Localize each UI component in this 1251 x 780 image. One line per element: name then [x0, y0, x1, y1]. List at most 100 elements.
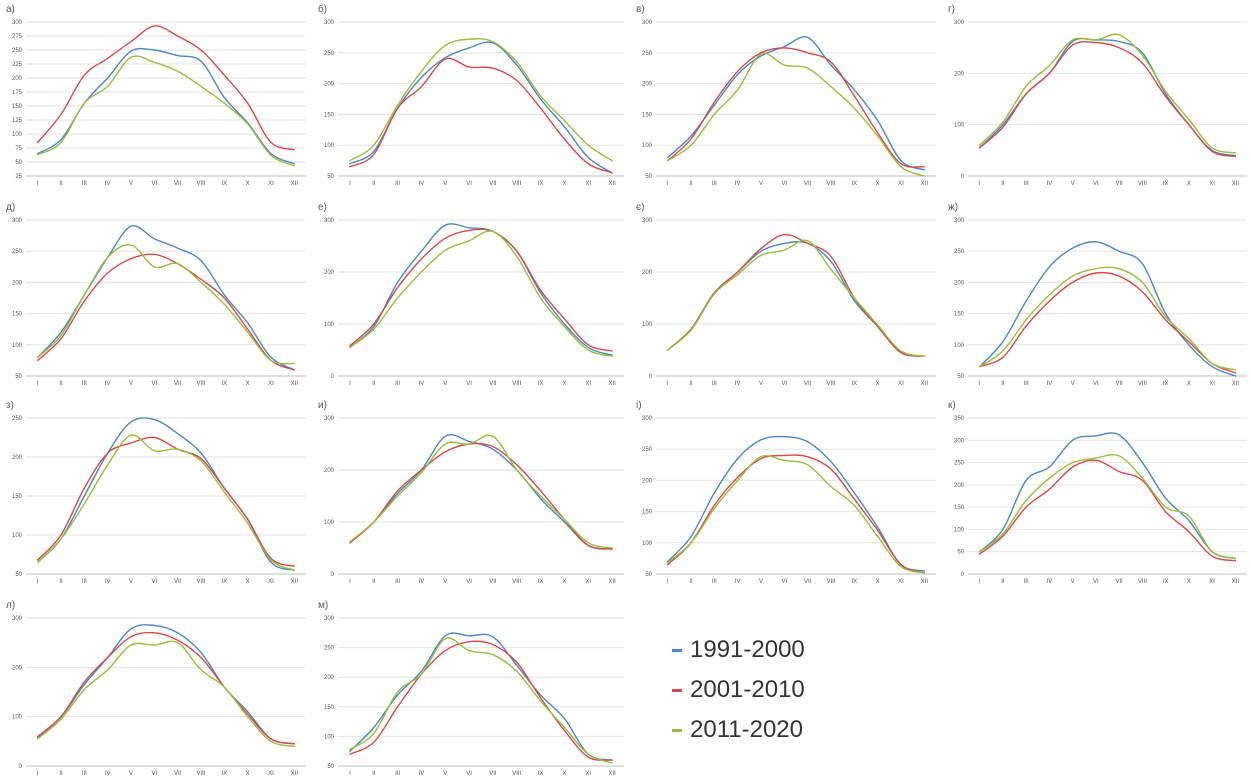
x-tick-label: I — [349, 381, 351, 387]
legend-swatch-2011-2020 — [672, 728, 682, 732]
x-tick-label: X — [876, 181, 880, 187]
x-tick-label: V — [129, 771, 133, 777]
series-line-1991-2000 — [978, 241, 1237, 377]
x-tick-label: XII — [291, 381, 299, 387]
y-tick-label: 200 — [12, 665, 23, 671]
x-tick-label: XI — [268, 579, 274, 585]
x-tick-label: XI — [1209, 181, 1215, 187]
x-tick-label: V — [759, 181, 763, 187]
x-tick-label: VI — [1093, 381, 1099, 387]
panel-label: к) — [948, 400, 956, 411]
x-tick-label: IV — [735, 579, 741, 585]
y-tick-label: 50 — [957, 550, 964, 556]
x-tick-label: XII — [608, 579, 616, 585]
x-tick-label: X — [1187, 381, 1191, 387]
chart-panel-m: м) 50 100 150 200 250 300 I II III IV V VI VII VIII IX X… — [312, 596, 628, 780]
legend-swatch-1991-2000 — [672, 648, 682, 652]
chart-panel-k: к) 0 50 100 150 200 250 300 350 I II III IV V VI VII VII… — [942, 396, 1251, 588]
y-tick-label: 100 — [324, 143, 335, 149]
chart-panel-y: и) 0 100 200 300 I II III IV V VI VII VIII IX X XI XII — [312, 396, 628, 588]
x-tick-label: III — [82, 771, 87, 777]
x-tick-label: VIII — [512, 381, 521, 387]
x-tick-label: III — [395, 381, 400, 387]
y-tick-label: 200 — [324, 675, 335, 681]
legend-label-1991-2000: 1991-2000 — [690, 636, 805, 663]
x-tick-label: II — [59, 181, 63, 187]
x-tick-label: I — [667, 381, 669, 387]
x-tick-label: VI — [781, 381, 787, 387]
x-tick-label: VI — [466, 579, 472, 585]
x-tick-label: VII — [1115, 181, 1123, 187]
x-tick-label: XI — [898, 181, 904, 187]
y-tick-label: 200 — [642, 82, 653, 88]
chart-panel-z: з) 50 100 150 200 250 I II III IV V VI VII VIII IX X XI X… — [0, 396, 310, 588]
x-tick-label: VI — [151, 381, 157, 387]
x-tick-label: XII — [291, 181, 299, 187]
x-tick-label: II — [689, 381, 693, 387]
x-tick-label: I — [37, 181, 39, 187]
x-tick-label: III — [82, 381, 87, 387]
x-tick-label: I — [349, 181, 351, 187]
series-line-2001-2010 — [978, 41, 1237, 158]
y-tick-label: 200 — [954, 71, 965, 77]
legend-swatch-2001-2010 — [672, 688, 682, 692]
panel-label: в) — [636, 4, 645, 15]
x-tick-label: IX — [538, 381, 544, 387]
y-tick-label: 100 — [642, 322, 653, 328]
x-tick-label: VIII — [196, 579, 205, 585]
x-tick-label: VII — [174, 579, 182, 585]
x-tick-label: V — [1071, 381, 1075, 387]
x-tick-label: VI — [151, 181, 157, 187]
x-tick-label: II — [372, 579, 376, 585]
y-tick-label: 50 — [15, 160, 22, 166]
x-tick-label: XII — [1232, 181, 1240, 187]
series-line-1991-2000 — [667, 435, 925, 572]
y-tick-label: 150 — [324, 705, 335, 711]
legend-label-2001-2010: 2001-2010 — [690, 676, 805, 703]
panel-label: е) — [318, 202, 327, 213]
series-line-2001-2010 — [37, 436, 295, 567]
y-tick-label: 250 — [642, 447, 653, 453]
x-tick-label: VI — [466, 381, 472, 387]
x-tick-label: I — [667, 579, 669, 585]
x-tick-label: IV — [419, 381, 425, 387]
chart-panel-l: л) 0 100 200 300 I II III IV V VI VII VIII IX X XI XII — [0, 596, 310, 780]
y-tick-label: 100 — [12, 715, 23, 721]
x-tick-label: VII — [489, 579, 497, 585]
x-tick-label: VII — [489, 771, 497, 777]
y-tick-label: 225 — [12, 62, 23, 68]
x-tick-label: XII — [921, 181, 929, 187]
x-tick-label: IX — [221, 381, 227, 387]
y-tick-label: 300 — [12, 616, 23, 622]
series-line-2001-2010 — [978, 271, 1237, 374]
series-line-2011-2020 — [667, 239, 925, 357]
y-tick-label: 150 — [324, 112, 335, 118]
x-tick-label: IX — [1163, 381, 1169, 387]
y-tick-label: 275 — [12, 34, 23, 40]
series-line-1991-2000 — [667, 36, 925, 171]
x-tick-label: XI — [268, 181, 274, 187]
x-tick-label: IX — [221, 181, 227, 187]
x-tick-label: IV — [1047, 579, 1053, 585]
panel-label: м) — [318, 600, 328, 611]
x-tick-label: VIII — [1138, 381, 1147, 387]
x-tick-label: VII — [804, 381, 812, 387]
x-tick-label: III — [395, 181, 400, 187]
x-tick-label: XI — [1209, 579, 1215, 585]
panel-label: б) — [318, 3, 327, 15]
series-line-1991-2000 — [978, 432, 1237, 560]
x-tick-label: X — [246, 181, 250, 187]
y-tick-label: 200 — [954, 483, 965, 489]
y-tick-label: 250 — [324, 646, 335, 652]
series-line-2001-2010 — [349, 640, 613, 761]
x-tick-label: XII — [608, 771, 616, 777]
series-line-2011-2020 — [978, 33, 1237, 154]
x-tick-label: II — [1001, 381, 1005, 387]
y-tick-label: 100 — [642, 143, 653, 149]
x-tick-label: V — [443, 381, 447, 387]
y-tick-label: 100 — [324, 322, 335, 328]
